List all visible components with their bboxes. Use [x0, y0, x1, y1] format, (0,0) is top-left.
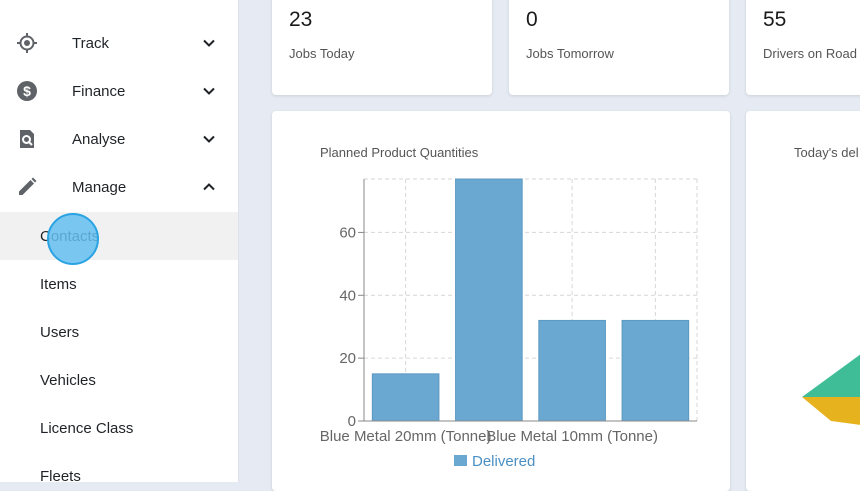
- legend-label: Delivered: [472, 453, 535, 470]
- chevron-down-icon[interactable]: [201, 83, 217, 99]
- sidebar-item-finance[interactable]: $ Finance: [0, 67, 238, 115]
- stat-value: 0: [526, 8, 538, 31]
- search-doc-icon: [16, 128, 38, 150]
- bar: [538, 319, 606, 422]
- sidebar-subitem-vehicles[interactable]: Vehicles: [0, 356, 238, 404]
- sidebar-item-label: Manage: [72, 178, 127, 196]
- stat-card-drivers-on-road[interactable]: 55 Drivers on Road: [746, 0, 860, 95]
- chevron-down-icon[interactable]: [201, 35, 217, 51]
- y-tick-label: 20: [339, 350, 356, 367]
- y-tick-label: 60: [339, 224, 356, 241]
- stat-label: Drivers on Road: [763, 46, 857, 61]
- sidebar-item-label: Track: [72, 34, 109, 52]
- chevron-up-icon[interactable]: [201, 179, 217, 195]
- stat-value: 23: [289, 8, 313, 31]
- sidebar-item-manage[interactable]: Manage: [0, 163, 238, 211]
- bar: [621, 319, 690, 422]
- bar: [455, 178, 523, 422]
- sidebar: Track $ Finance Analyse: [0, 0, 239, 482]
- stat-card-jobs-today[interactable]: 23 Jobs Today: [272, 0, 492, 95]
- sidebar-item-label: Analyse: [72, 130, 126, 148]
- chart-card-planned-quantities: Planned Product Quantities 0 20 40 60 Blue M…: [272, 111, 730, 491]
- stat-label: Jobs Tomorrow: [526, 46, 614, 61]
- chart-title: Today's del: [794, 145, 859, 160]
- pie-chart-fragment: [802, 354, 860, 425]
- svg-text:$: $: [23, 83, 31, 99]
- sidebar-item-partial[interactable]: [16, 0, 38, 6]
- chart-card-todays-deliveries: Today's del: [746, 111, 860, 491]
- x-tick-label: Blue Metal 10mm (Tonne): [486, 428, 658, 445]
- sidebar-subitem-label: Users: [40, 323, 80, 341]
- pie-slice: [802, 397, 860, 425]
- sidebar-subitem-label: Vehicles: [40, 371, 96, 389]
- menu-icon: [16, 0, 38, 6]
- sidebar-item-track[interactable]: Track: [0, 19, 238, 67]
- dollar-icon: $: [16, 80, 38, 102]
- sidebar-subitem-items[interactable]: Items: [0, 260, 238, 308]
- sidebar-subitem-label: Fleets: [40, 467, 81, 483]
- legend-swatch: [454, 455, 467, 466]
- sidebar-subitem-label: Items: [40, 275, 77, 293]
- bar: [371, 373, 440, 422]
- stat-value: 55: [763, 8, 787, 31]
- x-tick-label: Blue Metal 20mm (Tonne): [320, 428, 492, 445]
- sidebar-subitem-label: Contacts: [40, 227, 100, 245]
- stat-label: Jobs Today: [289, 46, 355, 61]
- sidebar-subitem-licence-class[interactable]: Licence Class: [0, 404, 238, 452]
- chevron-down-icon[interactable]: [201, 131, 217, 147]
- y-tick-label: 0: [348, 413, 356, 430]
- bar-chart: 0 20 40 60 Blue Metal 20mm (Tonne)Blue Metal…: [320, 178, 698, 470]
- crosshair-icon: [16, 32, 38, 54]
- sidebar-subitem-contacts[interactable]: Contacts: [0, 212, 238, 260]
- stat-card-jobs-tomorrow[interactable]: 0 Jobs Tomorrow: [509, 0, 729, 95]
- pie-slice: [802, 354, 860, 397]
- sidebar-subitem-users[interactable]: Users: [0, 308, 238, 356]
- sidebar-item-label: Finance: [72, 82, 126, 100]
- sidebar-subitem-fleets[interactable]: Fleets: [0, 452, 238, 483]
- pencil-icon: [16, 176, 38, 198]
- sidebar-item-analyse[interactable]: Analyse: [0, 115, 238, 163]
- sidebar-subitem-label: Licence Class: [40, 419, 134, 437]
- chart-title: Planned Product Quantities: [320, 145, 479, 160]
- y-tick-label: 40: [339, 287, 356, 304]
